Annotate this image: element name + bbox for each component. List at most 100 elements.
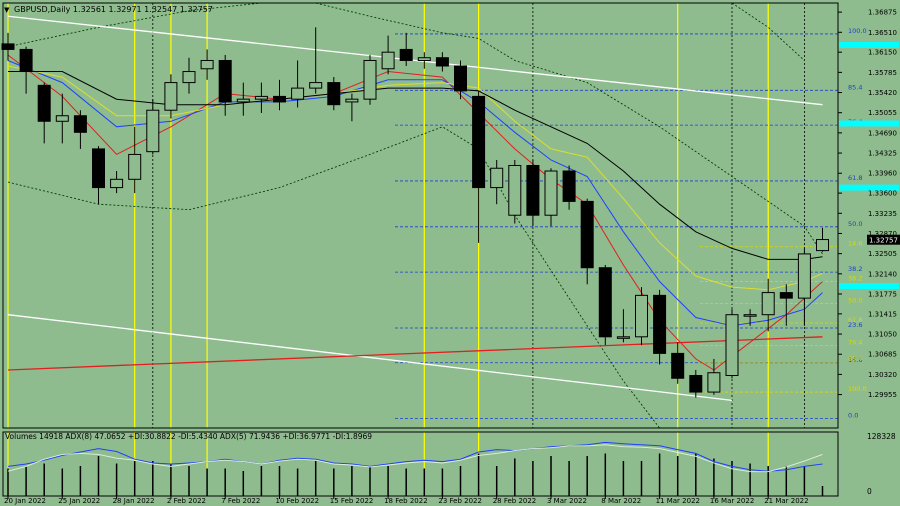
cyan-level-marker: [839, 42, 899, 49]
candle[interactable]: [19, 46, 33, 94]
bull-candle-body: [345, 98, 359, 103]
candle[interactable]: [345, 93, 359, 122]
fibo-blue-label: 0.0: [848, 412, 858, 420]
price-tick-label: 1.33960: [868, 170, 897, 178]
bear-candle-body: [779, 292, 793, 299]
candle[interactable]: [725, 309, 739, 379]
candle[interactable]: [526, 159, 540, 227]
candle[interactable]: [381, 35, 395, 75]
candle[interactable]: [743, 309, 757, 326]
date-tick-label: 28 Feb 2022: [493, 497, 537, 505]
candle[interactable]: [110, 171, 124, 194]
ma-yellow: [7, 65, 823, 291]
candle[interactable]: [598, 264, 612, 346]
candle[interactable]: [182, 57, 196, 94]
bull-candle-body: [544, 170, 558, 216]
date-tick-label: 25 Jan 2022: [58, 497, 100, 505]
bull-candle-body: [309, 82, 323, 89]
candle[interactable]: [55, 93, 69, 144]
symbol-triangle-icon[interactable]: ▼: [4, 6, 10, 14]
price-tick-label: 1.30320: [868, 371, 897, 379]
candle[interactable]: [128, 126, 142, 194]
date-tick-label: 23 Feb 2022: [438, 497, 482, 505]
bull-candle-body: [743, 314, 757, 317]
candle[interactable]: [1, 32, 15, 61]
candle[interactable]: [671, 342, 685, 384]
candle[interactable]: [37, 82, 51, 144]
date-tick-label: 8 Mar 2022: [601, 497, 641, 505]
price-tick-label: 1.31775: [868, 290, 897, 298]
candle[interactable]: [816, 227, 829, 252]
price-tick-label: 1.32505: [868, 250, 897, 258]
bull-candle-body: [417, 57, 431, 61]
candle[interactable]: [508, 159, 522, 224]
main-chart-frame: [2, 2, 839, 429]
bear-candle-body: [327, 82, 341, 106]
indicator-min-label: 0: [867, 487, 872, 496]
candle[interactable]: [254, 82, 268, 113]
candle[interactable]: [689, 369, 703, 398]
date-tick-label: 15 Feb 2022: [330, 497, 374, 505]
date-tick-label: 16 Mar 2022: [710, 497, 754, 505]
candle[interactable]: [363, 54, 377, 105]
date-tick-label: 21 Mar 2022: [764, 497, 808, 505]
bear-candle-body: [671, 352, 685, 379]
date-tick-label: 18 Feb 2022: [384, 497, 428, 505]
candle[interactable]: [635, 287, 648, 346]
date-tick-label: 3 Mar 2022: [547, 497, 587, 505]
price-tick-label: 1.32140: [868, 270, 897, 278]
candle[interactable]: [761, 278, 775, 332]
price-tick-label: 1.35420: [868, 89, 897, 97]
price-tick-label: 1.31415: [868, 310, 897, 318]
candle[interactable]: [291, 60, 305, 108]
current-price-label: 1.32757: [869, 237, 898, 245]
candle[interactable]: [273, 79, 286, 111]
candle[interactable]: [218, 54, 232, 116]
bear-candle-body: [454, 65, 467, 92]
price-tick-label: 1.36875: [868, 9, 897, 17]
candle[interactable]: [616, 309, 630, 343]
fibo-blue-label: 23.6: [848, 321, 862, 329]
ma-red: [7, 54, 823, 371]
price-tick-label: 1.35055: [868, 109, 897, 117]
bear-candle-body: [472, 95, 486, 189]
candle[interactable]: [707, 358, 721, 395]
candle[interactable]: [417, 52, 431, 69]
candle[interactable]: [146, 99, 160, 155]
candle[interactable]: [164, 74, 178, 119]
candle[interactable]: [653, 289, 667, 365]
bear-candle-body: [580, 200, 594, 269]
bull-candle-body: [816, 239, 829, 252]
candle[interactable]: [472, 90, 486, 243]
bull-candle-body: [182, 71, 196, 84]
fibo-blue-label: 38.2: [848, 265, 862, 273]
candle[interactable]: [562, 165, 576, 210]
bear-candle-body: [399, 48, 413, 61]
candle[interactable]: [454, 60, 467, 100]
bear-candle-body: [19, 48, 33, 73]
bull-candle-body: [146, 109, 160, 153]
candle[interactable]: [435, 52, 449, 72]
candle[interactable]: [779, 284, 793, 326]
candle[interactable]: [92, 146, 105, 205]
current-price-box: [867, 234, 900, 245]
price-tick-label: 1.34325: [868, 150, 897, 158]
fibo-yellow-label: 38.2: [848, 275, 862, 283]
candle[interactable]: [327, 77, 341, 111]
candle[interactable]: [236, 82, 250, 116]
candle[interactable]: [200, 49, 214, 80]
candle[interactable]: [544, 168, 558, 227]
candle[interactable]: [580, 198, 594, 285]
indicator-max-label: 128328: [867, 432, 896, 441]
bear-candle-body: [273, 95, 286, 103]
date-tick-label: 10 Feb 2022: [276, 497, 320, 505]
candle[interactable]: [399, 32, 413, 67]
price-tick-label: 1.33235: [868, 210, 897, 218]
candle[interactable]: [309, 27, 323, 94]
candle[interactable]: [73, 110, 87, 149]
trendline-upper-white: [7, 15, 823, 106]
bull-candle-body: [381, 51, 395, 70]
candle[interactable]: [797, 248, 811, 326]
candle[interactable]: [490, 159, 504, 205]
